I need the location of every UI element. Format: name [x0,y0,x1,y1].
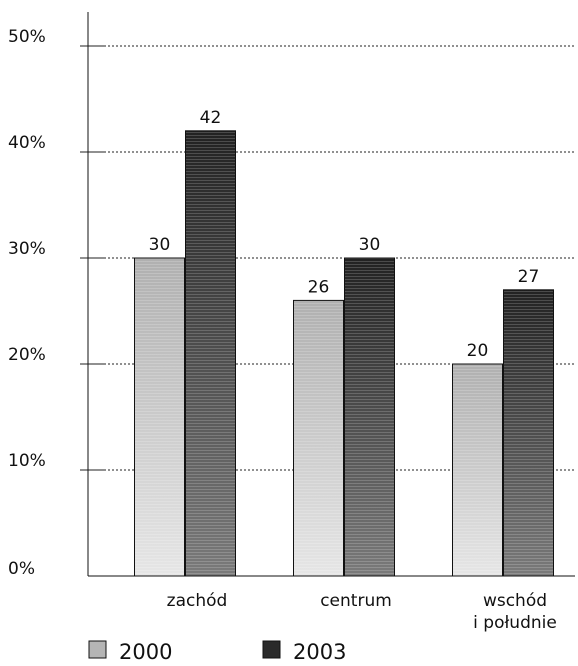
legend-label-2003: 2003 [293,640,346,662]
data-label: 20 [467,341,489,361]
data-label: 30 [359,235,381,255]
x-category-label: i południe [473,613,557,633]
legend-label-2000: 2000 [119,640,172,662]
y-tick-label: 50% [8,27,46,47]
data-label: 26 [308,277,330,297]
x-category-label: wschód [483,591,547,611]
y-tick-label: 0% [8,559,35,579]
bar-texture [504,290,553,576]
bar-texture [453,364,502,576]
bar-texture [135,258,184,576]
data-label: 42 [200,108,222,128]
data-label: 30 [149,235,171,255]
legend-swatch-2000 [88,640,107,659]
y-tick-label: 20% [8,345,46,365]
bar-texture [345,258,394,576]
y-tick-label: 30% [8,239,46,259]
bars [134,130,554,577]
data-label: 27 [518,267,540,287]
legend-swatch-2003 [262,640,281,659]
y-tick-label: 40% [8,133,46,153]
axes [80,12,575,577]
legend: 2000 2003 [88,640,346,664]
labels: 0% 10% 20% 30% 40% 50% 30 42 zachód 26 30 centrum 20… [8,27,557,633]
y-tick-label: 10% [8,451,46,471]
x-category-label: centrum [320,591,392,611]
bar-texture [294,300,343,576]
bar-texture [186,131,235,576]
x-category-label: zachód [167,591,228,611]
